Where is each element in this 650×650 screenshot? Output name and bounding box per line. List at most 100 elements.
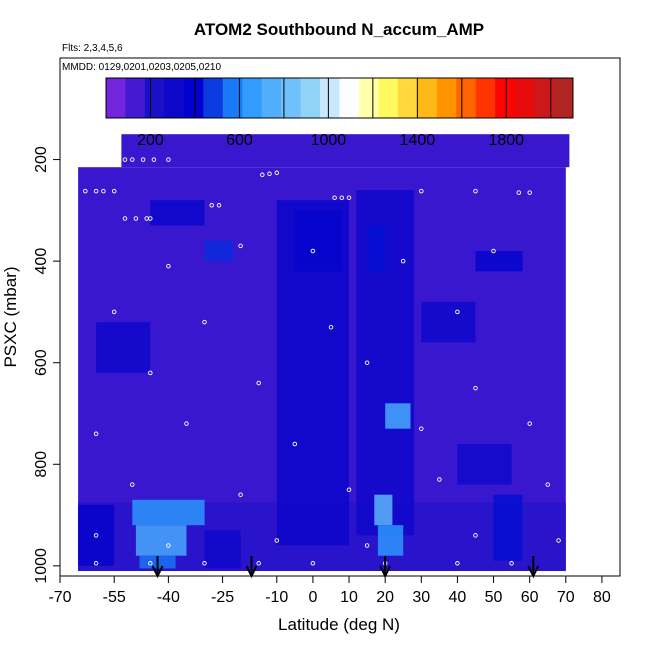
sample-point-3: [130, 157, 135, 162]
heatmap-cell-4: [135, 525, 187, 556]
colorbar-step-2: [144, 78, 165, 118]
sample-point-17: [260, 172, 265, 178]
dates-subtitle: MMDD: 0129,0201,0203,0205,0210: [62, 62, 221, 73]
heatmap-cell-19: [421, 301, 476, 343]
sample-point-42: [292, 441, 298, 447]
x-tick-label: 40: [449, 589, 467, 606]
sample-point-41: [184, 421, 189, 426]
sample-point-7: [83, 188, 88, 194]
sample-point-40: [93, 431, 99, 437]
colorbar-step-18: [456, 78, 477, 118]
sample-point-9: [101, 188, 106, 194]
x-tick-label: 0: [308, 589, 317, 606]
sample-point-15: [209, 203, 214, 208]
sample-point-47: [346, 487, 352, 492]
sample-point-39: [473, 385, 478, 391]
colorbar-step-4: [183, 78, 204, 118]
heatmap-cell-10: [294, 210, 342, 272]
sample-point-1: [111, 157, 117, 162]
sample-point-50: [93, 533, 99, 538]
heatmap-cell-16: [385, 403, 411, 429]
heatmap-cell-7: [204, 530, 241, 569]
sample-point-44: [527, 421, 532, 426]
colorbar-step-5: [203, 78, 224, 118]
flight-marker-0: [151, 556, 164, 579]
x-tick-label: 70: [557, 589, 575, 606]
sample-point-8: [93, 188, 99, 194]
sample-point-46: [238, 492, 243, 497]
sample-point-32: [111, 309, 117, 315]
x-tick-label: 10: [340, 589, 358, 606]
x-tick-label: 60: [521, 589, 539, 606]
sample-point-24: [473, 188, 478, 194]
sample-point-14: [148, 216, 153, 221]
sample-point-16: [216, 203, 222, 208]
colorbar-step-8: [261, 78, 282, 118]
x-axis: -70 -55 -40 -25 -10 0 10 20 30 40 50 60 70 80: [48, 576, 611, 606]
y-axis-title: PSXC (mbar): [1, 266, 20, 367]
sample-point-62: [455, 561, 460, 566]
sample-point-56: [93, 561, 99, 566]
sample-point-21: [339, 195, 345, 200]
colorbar-step-10: [300, 78, 321, 118]
x-tick-label: 50: [485, 589, 503, 606]
sample-point-60: [310, 561, 316, 566]
sample-point-29: [310, 248, 316, 254]
heatmap-cell-21: [457, 444, 512, 485]
colorbar-tick-label: 1000: [311, 132, 347, 149]
y-tick-label: 200: [33, 146, 50, 173]
colorbar-step-22: [534, 78, 554, 118]
colorbar-tick-label: 600: [226, 132, 253, 149]
y-tick-label: 400: [33, 248, 50, 275]
sample-point-52: [274, 538, 280, 543]
sample-point-51: [166, 543, 171, 548]
colorbar-ticks: 200 600 1000 1400 1800: [137, 78, 552, 149]
colorbar-step-16: [417, 78, 438, 118]
sample-point-45: [130, 482, 135, 487]
colorbar-gradient: [105, 77, 574, 119]
x-tick-label: 20: [376, 589, 394, 606]
heatmap-cell-14: [374, 494, 393, 526]
colorbar-step-3: [164, 78, 185, 118]
sample-point-10: [111, 188, 117, 194]
sample-point-30: [400, 258, 406, 264]
sample-point-19: [274, 170, 280, 176]
sample-point-12: [133, 216, 139, 221]
heatmap-cell-0: [121, 134, 570, 168]
x-tick-label: -70: [48, 589, 71, 606]
heatmap-cell-3: [132, 499, 205, 526]
sample-point-59: [256, 561, 261, 566]
sample-point-27: [166, 263, 171, 269]
sample-point-6: [166, 157, 171, 162]
sample-point-18: [267, 171, 272, 177]
y-tick-label: 600: [33, 349, 50, 376]
sample-point-63: [509, 561, 514, 566]
chart-title: ATOM2 Southbound N_accum_AMP: [194, 20, 484, 39]
sample-point-53: [364, 543, 370, 548]
sample-point-2: [122, 157, 128, 162]
x-tick-label: -25: [211, 589, 234, 606]
sample-point-22: [346, 195, 352, 200]
heatmap-cell-15: [377, 525, 404, 556]
flight-marker-1: [245, 556, 258, 579]
heatmap-cell-18: [475, 251, 523, 272]
colorbar-step-23: [553, 78, 574, 118]
sample-point-48: [437, 477, 442, 482]
colorbar-tick-label: 1800: [488, 132, 524, 149]
sample-point-25: [516, 190, 522, 195]
heatmap-cell-6: [78, 504, 115, 566]
colorbar-step-17: [436, 78, 457, 118]
colorbar-step-20: [495, 78, 516, 118]
colorbar-tick-label: 200: [137, 132, 164, 149]
colorbar-step-6: [222, 78, 243, 118]
y-tick-label: 800: [33, 451, 50, 478]
heatmap-cell-11: [204, 240, 234, 262]
x-tick-label: 30: [412, 589, 430, 606]
colorbar: 200 600 1000 1400 1800: [105, 77, 574, 149]
x-tick-label: -10: [265, 589, 288, 606]
sample-point-20: [332, 195, 337, 200]
sample-point-43: [419, 426, 424, 431]
colorbar-step-14: [378, 78, 399, 118]
sample-point-5: [151, 157, 157, 162]
